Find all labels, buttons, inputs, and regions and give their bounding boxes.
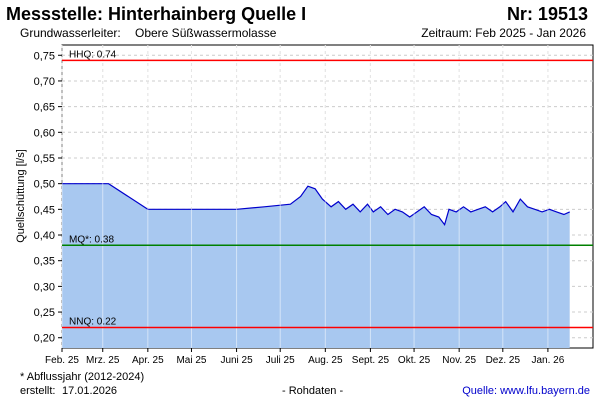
y-axis-label: Quellschüttung [l/s] <box>15 149 27 243</box>
y-tick-label: 0,70 <box>34 76 55 88</box>
x-tick-label: Mai 25 <box>176 355 206 366</box>
station-number: Nr: 19513 <box>506 4 588 24</box>
y-tick-label: 0,35 <box>34 256 55 268</box>
x-axis: Feb. 25 Mrz. 25 Apr. 25 Mai 25 Juni 25 Juli 2… <box>45 348 565 366</box>
created-label: erstellt: <box>20 385 56 397</box>
y-tick-label: 0,20 <box>34 333 55 345</box>
x-tick-label: Juni 25 <box>220 355 253 366</box>
source-link[interactable]: Quelle: www.lfu.bayern.de <box>462 385 590 397</box>
y-tick-label: 0,40 <box>34 230 55 242</box>
x-tick-label: Juli 25 <box>266 355 295 366</box>
y-tick-label: 0,55 <box>34 153 55 165</box>
y-tick-label: 0,75 <box>34 50 55 62</box>
y-tick-label: 0,45 <box>34 204 55 216</box>
y-axis: 0,20 0,25 0,30 0,35 0,40 0,45 0,50 0,55 0,60 0,65… <box>34 50 62 345</box>
created-date: 17.01.2026 <box>62 385 118 397</box>
x-tick-label: Apr. 25 <box>132 355 164 366</box>
series-layer <box>62 183 570 348</box>
reference-line-label: HHQ: 0.74 <box>69 49 117 60</box>
raw-data-label: - Rohdaten - <box>282 385 344 397</box>
reference-line-label: NNQ: 0.22 <box>69 316 117 327</box>
x-tick-label: Okt. 25 <box>398 355 431 366</box>
series-area <box>62 183 570 348</box>
x-tick-label: Aug. 25 <box>308 355 343 366</box>
reference-lines: HHQ: 0.74 MQ*: 0.38 NNQ: 0.22 <box>62 49 593 329</box>
aquifer-value: Obere Süßwassermolasse <box>135 26 277 40</box>
vertical-grid <box>61 45 549 348</box>
x-tick-label: Dez. 25 <box>486 355 521 366</box>
series-line <box>62 183 570 227</box>
x-tick-label: Feb. 25 <box>45 355 79 366</box>
period-label: Zeitraum: Feb 2025 - Jan 2026 <box>421 26 586 40</box>
aquifer-label: Grundwasserleiter: <box>20 26 121 40</box>
x-tick-label: Sept. 25 <box>352 355 390 366</box>
footnote: * Abflussjahr (2012-2024) <box>20 371 145 383</box>
page-title: Messstelle: Hinterhainberg Quelle I <box>6 4 307 24</box>
reference-line-label: MQ*: 0.38 <box>69 234 114 245</box>
y-tick-label: 0,60 <box>34 127 55 139</box>
x-tick-label: Nov. 25 <box>442 355 476 366</box>
y-tick-label: 0,65 <box>34 102 55 114</box>
y-tick-label: 0,25 <box>34 307 55 319</box>
y-tick-label: 0,30 <box>34 281 55 293</box>
x-tick-label: Mrz. 25 <box>86 355 120 366</box>
y-tick-label: 0,50 <box>34 179 55 191</box>
x-tick-label: Jan. 26 <box>531 355 564 366</box>
